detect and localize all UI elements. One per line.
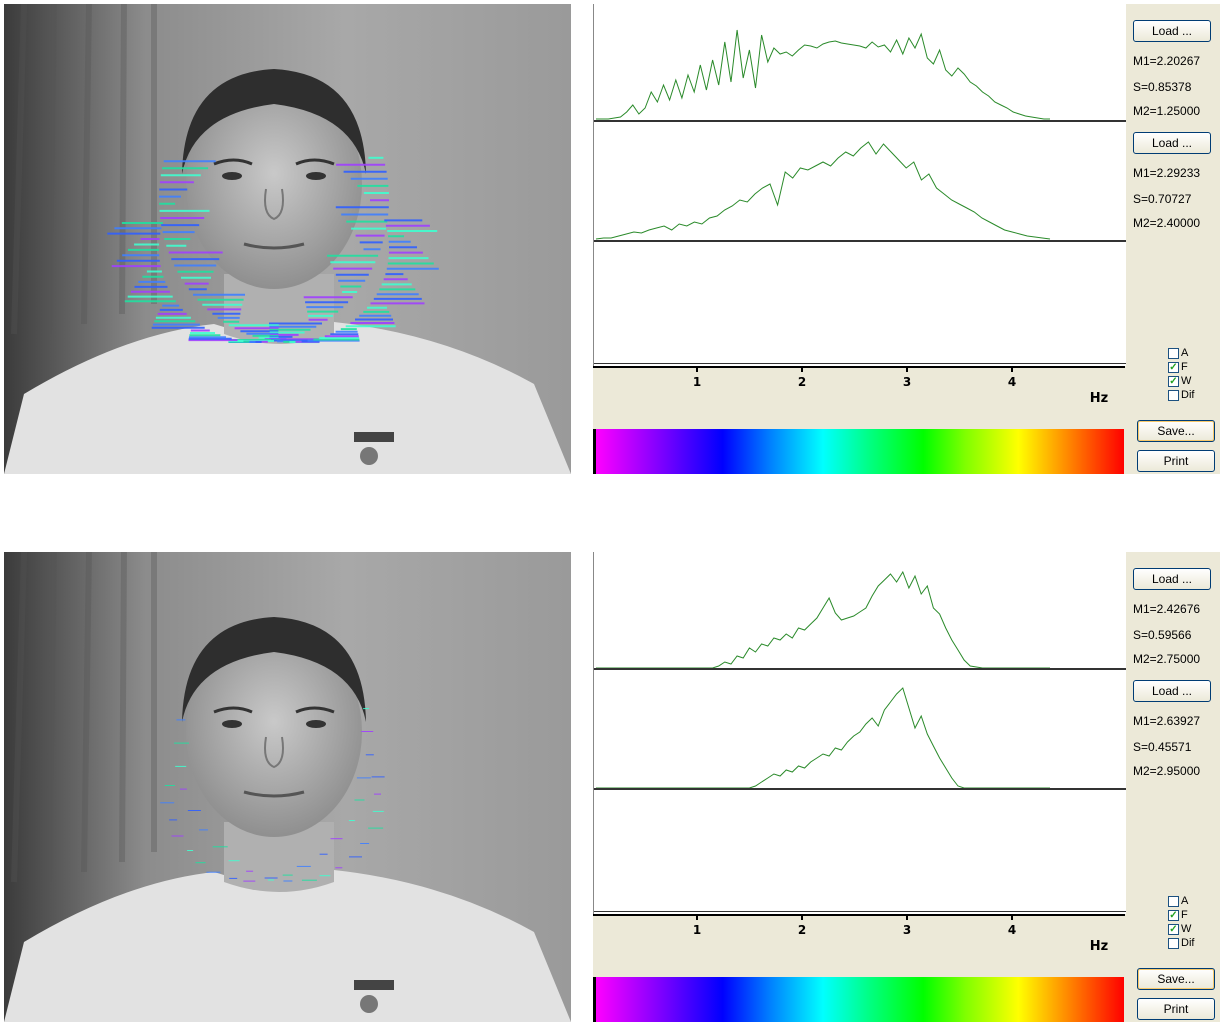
axis-tick-label: 3 bbox=[903, 923, 911, 937]
print-button[interactable]: Print bbox=[1137, 450, 1215, 472]
color-scale-bar bbox=[593, 977, 1124, 1022]
print-button[interactable]: Print bbox=[1137, 998, 1215, 1020]
spectrum-plot-top bbox=[594, 552, 1126, 672]
stat-m1-bottom: M1=2.63927 bbox=[1133, 714, 1201, 728]
camera-frame bbox=[4, 552, 571, 1022]
checkbox-dif[interactable]: Dif bbox=[1168, 936, 1194, 950]
stat-m1-top: M1=2.20267 bbox=[1133, 54, 1201, 68]
axis-tick-label: 4 bbox=[1008, 923, 1016, 937]
panel-upper: 1 2 3 4 Hz Load ... M1=2.20267 S=0.85378 M2=… bbox=[0, 4, 1220, 474]
checkbox-f[interactable]: ✓ F bbox=[1168, 360, 1188, 374]
axis-unit-label: Hz bbox=[1090, 391, 1108, 406]
checkbox-label: A bbox=[1181, 895, 1189, 907]
frequency-axis: 1 2 3 4 Hz bbox=[593, 914, 1125, 958]
spectrum-trace-top bbox=[596, 29, 1050, 120]
checkbox-dif[interactable]: Dif bbox=[1168, 388, 1194, 402]
checkbox-label: F bbox=[1181, 361, 1188, 373]
axis-tick-label: 1 bbox=[693, 923, 701, 937]
axis-tick-label: 4 bbox=[1008, 375, 1016, 389]
spectrum-trace-bottom bbox=[595, 141, 1051, 240]
stat-m2-bottom: M2=2.95000 bbox=[1133, 764, 1201, 778]
stat-s-bottom: S=0.45571 bbox=[1133, 740, 1192, 754]
stat-s-top: S=0.85378 bbox=[1133, 80, 1192, 94]
checkmark-icon[interactable]: ✓ bbox=[1168, 909, 1179, 921]
spectrum-plot-bottom bbox=[594, 672, 1126, 792]
checkbox-label: F bbox=[1181, 909, 1188, 921]
spectrum-trace-bottom bbox=[596, 687, 1050, 789]
spectrum-plot-top bbox=[594, 4, 1126, 124]
checkmark-icon[interactable]: ✓ bbox=[1168, 375, 1179, 387]
spectrum-plot-third bbox=[594, 244, 1126, 364]
checkbox-icon[interactable] bbox=[1168, 347, 1179, 359]
panel-lower: 1 2 3 4 Hz Load ... M1=2.42676 S=0.59566 M2=… bbox=[0, 552, 1220, 1022]
spectrum-plot-bottom bbox=[594, 124, 1126, 244]
camera-frame bbox=[4, 4, 571, 474]
checkbox-w[interactable]: ✓ W bbox=[1168, 922, 1191, 936]
checkbox-w[interactable]: ✓ W bbox=[1168, 374, 1191, 388]
checkmark-icon[interactable]: ✓ bbox=[1168, 923, 1179, 935]
face-photo bbox=[4, 552, 571, 1022]
axis-unit-label: Hz bbox=[1090, 939, 1108, 954]
checkbox-icon[interactable] bbox=[1168, 895, 1179, 907]
checkbox-label: W bbox=[1181, 375, 1192, 387]
spectrum-trace-top bbox=[596, 570, 1050, 669]
checkbox-f[interactable]: ✓ F bbox=[1168, 908, 1188, 922]
axis-tick-label: 2 bbox=[798, 375, 806, 389]
checkbox-icon[interactable] bbox=[1168, 937, 1179, 949]
checkbox-label: W bbox=[1181, 923, 1192, 935]
load-button-bottom[interactable]: Load ... bbox=[1133, 680, 1211, 702]
axis-tick-label: 2 bbox=[798, 923, 806, 937]
stat-s-top: S=0.59566 bbox=[1133, 628, 1192, 642]
load-button-top[interactable]: Load ... bbox=[1133, 568, 1211, 590]
checkbox-label: Dif bbox=[1181, 389, 1195, 401]
stat-m2-top: M2=1.25000 bbox=[1133, 104, 1201, 118]
frequency-axis: 1 2 3 4 Hz bbox=[593, 366, 1125, 410]
checkbox-a[interactable]: A bbox=[1168, 894, 1188, 908]
axis-tick-label: 1 bbox=[693, 375, 701, 389]
checkbox-a[interactable]: A bbox=[1168, 346, 1188, 360]
checkbox-icon[interactable] bbox=[1168, 389, 1179, 401]
control-sidebar: Load ... M1=2.42676 S=0.59566 M2=2.75000… bbox=[1131, 552, 1220, 1022]
control-sidebar: Load ... M1=2.20267 S=0.85378 M2=1.25000… bbox=[1131, 4, 1220, 474]
spectrum-analyzer: 1 2 3 4 Hz Load ... M1=2.42676 S=0.59566 M2=… bbox=[593, 552, 1220, 1022]
checkbox-label: Dif bbox=[1181, 937, 1195, 949]
motion-overlay bbox=[107, 156, 439, 344]
spectrum-analyzer: 1 2 3 4 Hz Load ... M1=2.20267 S=0.85378 M2=… bbox=[593, 4, 1220, 474]
stat-m1-bottom: M1=2.29233 bbox=[1133, 166, 1201, 180]
plot-area bbox=[593, 552, 1126, 914]
load-button-bottom[interactable]: Load ... bbox=[1133, 132, 1211, 154]
color-scale-bar bbox=[593, 429, 1124, 474]
checkmark-icon[interactable]: ✓ bbox=[1168, 361, 1179, 373]
load-button-top[interactable]: Load ... bbox=[1133, 20, 1211, 42]
stat-m1-top: M1=2.42676 bbox=[1133, 602, 1201, 616]
spectrum-plot-third bbox=[594, 792, 1126, 912]
checkbox-label: A bbox=[1181, 347, 1189, 359]
face-photo bbox=[4, 4, 571, 474]
save-button[interactable]: Save... bbox=[1137, 420, 1215, 442]
stat-m2-top: M2=2.75000 bbox=[1133, 652, 1201, 666]
stat-s-bottom: S=0.70727 bbox=[1133, 192, 1192, 206]
motion-overlay bbox=[160, 708, 385, 882]
save-button[interactable]: Save... bbox=[1137, 968, 1215, 990]
axis-tick-label: 3 bbox=[903, 375, 911, 389]
plot-area bbox=[593, 4, 1126, 366]
stat-m2-bottom: M2=2.40000 bbox=[1133, 216, 1201, 230]
